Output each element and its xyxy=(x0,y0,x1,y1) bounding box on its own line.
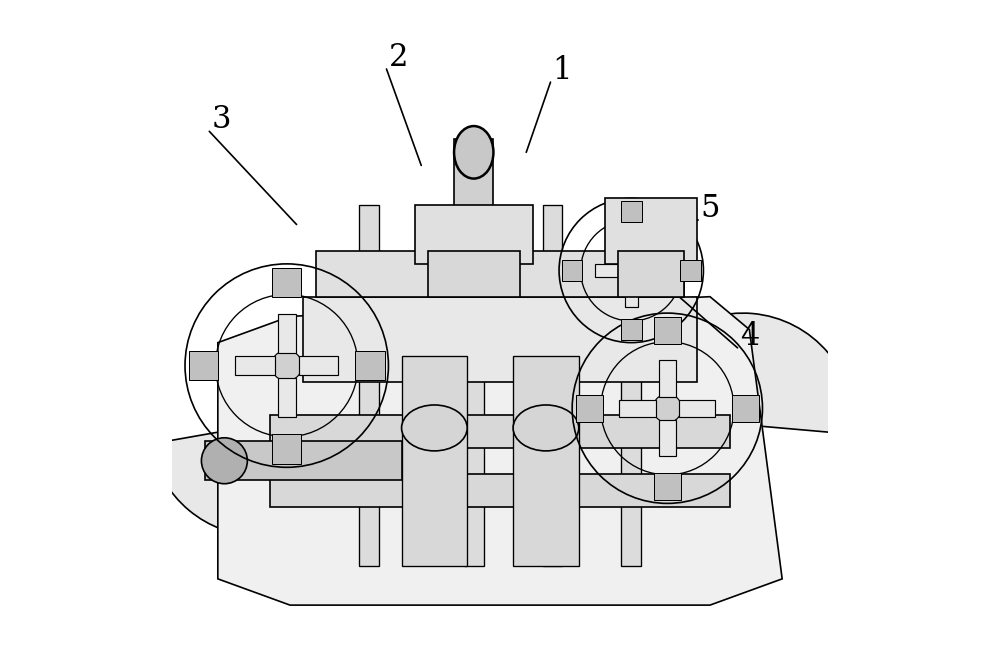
Wedge shape xyxy=(151,424,370,536)
Circle shape xyxy=(620,260,642,281)
Bar xyxy=(640,264,668,277)
Bar xyxy=(605,198,697,264)
Bar xyxy=(189,351,218,380)
Bar xyxy=(316,251,684,297)
Bar xyxy=(359,205,379,565)
Bar xyxy=(659,420,676,456)
Ellipse shape xyxy=(513,405,579,451)
Circle shape xyxy=(271,351,302,381)
Bar xyxy=(464,205,484,565)
Bar xyxy=(270,474,730,507)
Bar xyxy=(621,201,642,221)
Bar xyxy=(278,378,296,417)
Bar xyxy=(415,205,533,264)
Bar xyxy=(654,316,681,344)
Bar xyxy=(205,441,402,480)
Bar xyxy=(625,279,638,307)
Circle shape xyxy=(653,394,682,422)
Wedge shape xyxy=(632,313,854,434)
Bar xyxy=(576,395,603,422)
Bar xyxy=(454,139,493,218)
Ellipse shape xyxy=(454,126,493,179)
Text: 1: 1 xyxy=(553,55,572,86)
Bar xyxy=(355,351,385,380)
Bar xyxy=(272,434,301,464)
Bar xyxy=(513,356,579,565)
Bar xyxy=(659,360,676,397)
Bar xyxy=(303,297,697,382)
Text: 5: 5 xyxy=(700,192,720,223)
Bar xyxy=(562,260,582,281)
Text: 3: 3 xyxy=(211,104,231,135)
Ellipse shape xyxy=(402,405,467,451)
Bar xyxy=(732,395,759,422)
Text: 2: 2 xyxy=(389,42,408,72)
Bar xyxy=(625,234,638,262)
Bar xyxy=(543,205,562,565)
Bar xyxy=(272,268,301,297)
Bar xyxy=(428,251,520,297)
Bar xyxy=(299,357,338,375)
Bar xyxy=(680,260,701,281)
Bar xyxy=(595,264,623,277)
Bar xyxy=(270,415,730,447)
Bar xyxy=(621,319,642,340)
Text: 4: 4 xyxy=(740,320,759,351)
Bar xyxy=(402,356,467,565)
Circle shape xyxy=(201,438,247,484)
Polygon shape xyxy=(218,297,782,605)
Bar xyxy=(235,357,275,375)
Bar xyxy=(619,399,656,416)
Bar xyxy=(679,399,715,416)
Bar xyxy=(621,205,641,565)
Bar xyxy=(618,251,684,297)
Bar xyxy=(278,314,296,353)
Bar xyxy=(654,473,681,500)
